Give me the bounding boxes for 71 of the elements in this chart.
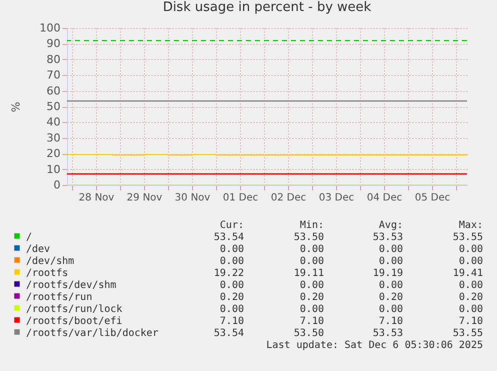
y-tick-label: 30 — [46, 131, 60, 144]
text: 19.11 — [294, 268, 324, 279]
y-tick-label: 60 — [46, 84, 60, 98]
legend-label: /rootfs/dev/shm — [26, 280, 116, 291]
text: 0.00 — [458, 256, 483, 267]
text: 19.22 — [214, 268, 244, 279]
text: Max: — [458, 220, 483, 231]
legend-label: /rootfs — [26, 268, 68, 279]
text: 0.20 — [378, 292, 403, 303]
legend-label: /dev/shm — [26, 256, 74, 267]
x-tick-label: 29 Nov — [126, 192, 162, 204]
text: 0.20 — [220, 292, 244, 303]
text: Avg: — [378, 220, 403, 231]
text: 53.55 — [452, 232, 483, 243]
text: 53.50 — [294, 232, 324, 243]
text: 7.10 — [300, 316, 324, 327]
text: 53.54 — [214, 328, 244, 339]
text: Last update: Sat Dec 6 05:30:06 2025 — [266, 340, 483, 351]
x-tick-label: 04 Dec — [366, 192, 402, 204]
x-tick-label: 30 Nov — [174, 192, 210, 204]
text: 7.10 — [378, 316, 403, 327]
legend-label: / — [26, 232, 32, 243]
legend-label: /rootfs/run — [26, 292, 92, 303]
text: 0.20 — [458, 292, 483, 303]
y-tick-label: 10 — [46, 162, 60, 176]
x-tick-label: 28 Nov — [78, 192, 114, 204]
text: 0.00 — [220, 280, 244, 291]
text: 0.00 — [378, 280, 403, 291]
legend-label: /rootfs/run/lock — [26, 304, 122, 315]
y-tick-label: 90 — [46, 37, 60, 50]
text: 0.00 — [378, 244, 403, 255]
text: 0.00 — [220, 244, 244, 255]
x-tick-label: 03 Dec — [318, 192, 354, 204]
text: 7.10 — [220, 316, 244, 327]
text: 0.00 — [458, 244, 483, 255]
x-tick-label: 02 Dec — [270, 192, 306, 204]
y-tick-label: 20 — [46, 147, 60, 160]
text: 7.10 — [458, 316, 483, 327]
text: 0.00 — [220, 304, 244, 315]
text: 53.53 — [372, 328, 403, 339]
y-tick-label: 0 — [54, 178, 60, 192]
text: 53.54 — [214, 232, 244, 243]
y-tick-label: 70 — [46, 68, 60, 82]
text: 0.00 — [458, 304, 483, 315]
y-tick-label: 50 — [46, 100, 60, 113]
text: 19.19 — [372, 268, 403, 279]
text: 53.53 — [372, 232, 403, 243]
x-tick-label: 01 Dec — [222, 192, 258, 204]
legend-label: /dev — [26, 244, 50, 255]
text: 0.00 — [458, 280, 483, 291]
chart-title: Disk usage in percent - by week — [162, 0, 372, 15]
text: 0.00 — [300, 304, 324, 315]
text: 53.55 — [452, 328, 483, 339]
y-tick-label: 100 — [40, 22, 60, 34]
y-tick-label: 80 — [46, 52, 60, 66]
x-tick-label: 05 Dec — [414, 192, 450, 204]
text: 0.00 — [300, 244, 324, 255]
legend-label: /rootfs/var/lib/docker — [26, 328, 158, 339]
text: 19.41 — [452, 268, 483, 279]
text: 53.50 — [294, 328, 324, 339]
text: 0.00 — [378, 256, 403, 267]
legend-label: /rootfs/boot/efi — [26, 316, 122, 327]
y-tick-label: 40 — [46, 116, 60, 129]
text: 0.00 — [300, 280, 324, 291]
text: 0.00 — [300, 256, 324, 267]
text: Cur: — [220, 220, 244, 231]
y-axis-title: % — [10, 102, 23, 112]
text: Min: — [300, 220, 324, 231]
text: 0.00 — [220, 256, 244, 267]
text: 0.00 — [378, 304, 403, 315]
text: 0.20 — [300, 292, 324, 303]
